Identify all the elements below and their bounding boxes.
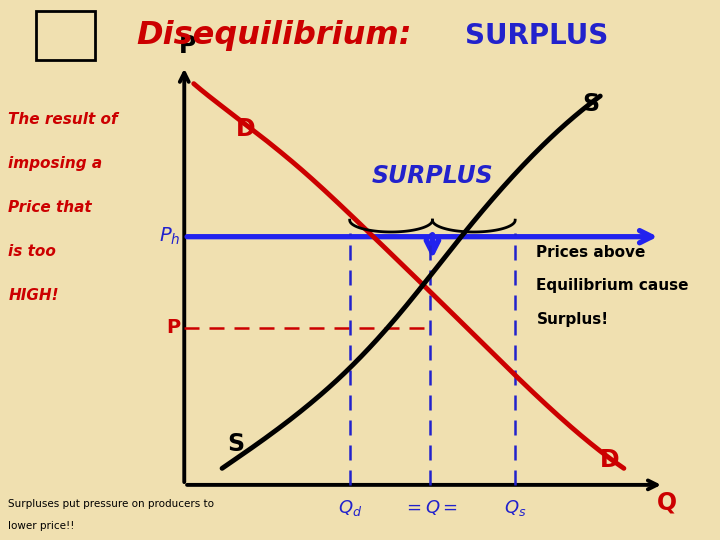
Text: Prices above: Prices above <box>536 245 646 260</box>
Text: Price that: Price that <box>9 200 92 215</box>
Text: P: P <box>179 34 197 58</box>
Text: Surplus!: Surplus! <box>536 312 608 327</box>
Text: is too: is too <box>9 244 56 259</box>
Text: Equilibrium cause: Equilibrium cause <box>536 278 689 293</box>
Text: P: P <box>167 318 181 337</box>
Text: D: D <box>236 117 256 141</box>
Text: SURPLUS: SURPLUS <box>372 164 493 188</box>
Text: lower price!!: lower price!! <box>9 521 75 531</box>
Text: S: S <box>582 92 599 116</box>
FancyBboxPatch shape <box>36 11 94 60</box>
Text: S: S <box>228 431 245 456</box>
Text: $Q_s$: $Q_s$ <box>504 498 526 518</box>
Text: 3.: 3. <box>51 23 80 49</box>
Text: Surpluses put pressure on producers to: Surpluses put pressure on producers to <box>9 499 215 509</box>
Text: Q: Q <box>657 490 678 514</box>
Text: $Q_d$: $Q_d$ <box>338 498 362 518</box>
Text: D: D <box>600 448 619 472</box>
Text: HIGH!: HIGH! <box>9 288 59 303</box>
Text: imposing a: imposing a <box>9 156 102 171</box>
Text: $= Q =$: $= Q =$ <box>402 498 457 517</box>
Text: SURPLUS: SURPLUS <box>465 22 608 50</box>
Text: The result of: The result of <box>9 112 118 127</box>
Text: $P_h$: $P_h$ <box>159 226 181 247</box>
Text: Disequilibrium:: Disequilibrium: <box>136 21 411 51</box>
